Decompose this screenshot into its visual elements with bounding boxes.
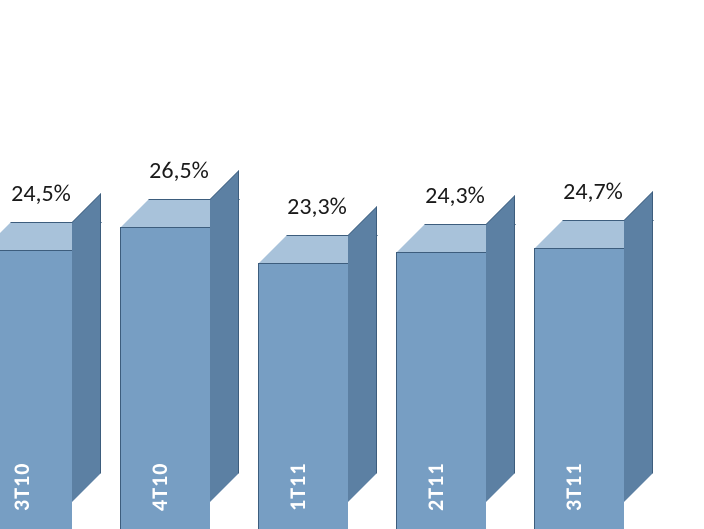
bar [534, 220, 652, 529]
bar-side-face [486, 195, 515, 502]
bar-category-label: 1T11 [284, 463, 311, 511]
bar-chart: 24,5% 3T10 26,5% 4T10 23,3% 1T11 24,3% 2T11 24,7… [0, 0, 704, 529]
bar-value-label: 24,3% [405, 181, 505, 210]
bar-side-face [72, 193, 101, 502]
bar-value-label: 24,7% [543, 177, 643, 206]
bar-value-label: 24,5% [0, 179, 91, 208]
bar [396, 224, 514, 529]
bar-category-label: 2T11 [422, 463, 449, 511]
bar-category-label: 4T10 [146, 463, 173, 511]
bar-side-face [348, 206, 377, 502]
bar-side-face [624, 191, 653, 502]
bar-category-label: 3T10 [8, 463, 35, 511]
bar-value-label: 23,3% [267, 192, 367, 221]
bar-category-label: 3T11 [560, 463, 587, 511]
bar [120, 199, 238, 529]
bar [258, 235, 376, 529]
bar-side-face [210, 170, 239, 502]
bar-value-label: 26,5% [129, 156, 229, 185]
